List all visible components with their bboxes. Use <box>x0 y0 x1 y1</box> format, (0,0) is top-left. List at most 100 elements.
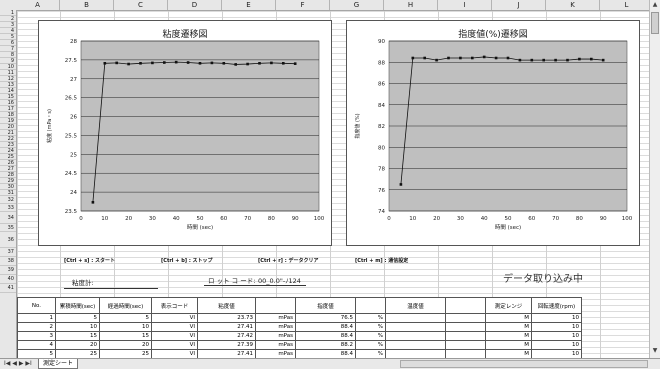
viscosity-chart[interactable]: 粘度遷移図 28 27.5 27 26.5 26 25.5 25 24.5 24 23.5 0 10 2… <box>38 20 332 246</box>
scroll-thumb[interactable] <box>651 12 659 34</box>
table-cell[interactable]: 10 <box>531 331 582 341</box>
row-header-17[interactable]: 17 <box>0 106 16 112</box>
row-header-29[interactable]: 29 <box>0 178 16 184</box>
table-cell[interactable]: mPas <box>255 340 296 350</box>
table-cell[interactable]: 10 <box>55 322 100 332</box>
table-cell[interactable]: VI <box>151 322 198 332</box>
table-cell[interactable]: 1 <box>17 313 56 323</box>
table-cell[interactable]: M <box>485 322 532 332</box>
table-cell[interactable] <box>445 322 486 332</box>
row-header-28[interactable]: 28 <box>0 172 16 178</box>
table-cell[interactable]: 10 <box>531 340 582 350</box>
sheet-nav-arrows[interactable]: I◀ ◀ ▶ ▶I <box>4 360 32 367</box>
row-header-5[interactable]: 5 <box>0 34 16 40</box>
table-cell[interactable]: 15 <box>55 331 100 341</box>
lot-code-value[interactable]: 00_0.0"-ﾉ124 <box>258 277 301 285</box>
row-header-27[interactable]: 27 <box>0 166 16 172</box>
row-header-30[interactable]: 30 <box>0 184 16 190</box>
table-cell[interactable]: VI <box>151 340 198 350</box>
row-header-14[interactable]: 14 <box>0 88 16 94</box>
table-cell[interactable] <box>385 340 446 350</box>
table-cell[interactable]: 4 <box>17 340 56 350</box>
row-header-1[interactable]: 1 <box>0 10 16 16</box>
row-header-25[interactable]: 25 <box>0 154 16 160</box>
row-header-36[interactable]: 36 <box>0 232 16 248</box>
column-header-B[interactable]: B <box>60 0 114 10</box>
column-header-I[interactable]: I <box>438 0 492 10</box>
table-cell[interactable]: 27.41 <box>197 322 256 332</box>
column-header-K[interactable]: K <box>546 0 600 10</box>
row-header-39[interactable]: 39 <box>0 266 16 275</box>
row-header-16[interactable]: 16 <box>0 100 16 106</box>
row-header-13[interactable]: 13 <box>0 82 16 88</box>
row-header-20[interactable]: 20 <box>0 124 16 130</box>
row-header-2[interactable]: 2 <box>0 16 16 22</box>
row-header-7[interactable]: 7 <box>0 46 16 52</box>
table-cell[interactable] <box>445 340 486 350</box>
row-header-10[interactable]: 10 <box>0 64 16 70</box>
table-cell[interactable]: mPas <box>255 331 296 341</box>
row-header-35[interactable]: 35 <box>0 224 16 232</box>
row-header-37[interactable]: 37 <box>0 248 16 257</box>
row-header-40[interactable]: 40 <box>0 275 16 284</box>
table-cell[interactable]: mPas <box>255 322 296 332</box>
row-header-22[interactable]: 22 <box>0 136 16 142</box>
table-cell[interactable]: 10 <box>531 313 582 323</box>
table-cell[interactable]: % <box>355 322 386 332</box>
table-cell[interactable]: 27.39 <box>197 340 256 350</box>
table-cell[interactable]: 27.42 <box>197 331 256 341</box>
row-header-6[interactable]: 6 <box>0 40 16 46</box>
row-header-41[interactable]: 41 <box>0 284 16 293</box>
table-cell[interactable]: M <box>485 331 532 341</box>
row-header-26[interactable]: 26 <box>0 160 16 166</box>
table-cell[interactable]: 88.2 <box>295 340 356 350</box>
row-header-18[interactable]: 18 <box>0 112 16 118</box>
row-header-19[interactable]: 19 <box>0 118 16 124</box>
column-header-D[interactable]: D <box>168 0 222 10</box>
row-header-3[interactable]: 3 <box>0 22 16 28</box>
row-header-23[interactable]: 23 <box>0 142 16 148</box>
table-cell[interactable] <box>445 331 486 341</box>
row-header-9[interactable]: 9 <box>0 58 16 64</box>
row-header-32[interactable]: 32 <box>0 196 16 204</box>
column-header-F[interactable]: F <box>276 0 330 10</box>
table-cell[interactable]: 88.4 <box>295 331 356 341</box>
table-cell[interactable] <box>385 313 446 323</box>
table-cell[interactable]: % <box>355 340 386 350</box>
table-cell[interactable]: 20 <box>55 340 100 350</box>
row-header-4[interactable]: 4 <box>0 28 16 34</box>
scroll-down-icon[interactable]: ▼ <box>652 347 658 354</box>
scroll-up-icon[interactable]: ▲ <box>652 1 658 8</box>
percent-chart[interactable]: 指度値(%)遷移図 90 88 86 84 82 80 78 76 74 0 10 20 30 40 50 6… <box>346 20 640 246</box>
row-header-12[interactable]: 12 <box>0 76 16 82</box>
table-cell[interactable]: 10 <box>99 322 152 332</box>
column-header-C[interactable]: C <box>114 0 168 10</box>
horizontal-scrollbar[interactable] <box>400 360 648 368</box>
column-header-E[interactable]: E <box>222 0 276 10</box>
row-header-24[interactable]: 24 <box>0 148 16 154</box>
row-header-33[interactable]: 33 <box>0 204 16 212</box>
column-header-J[interactable]: J <box>492 0 546 10</box>
vertical-scrollbar[interactable]: ▲ ▼ <box>649 0 660 358</box>
table-cell[interactable]: 5 <box>99 313 152 323</box>
table-cell[interactable] <box>385 322 446 332</box>
table-cell[interactable]: 3 <box>17 331 56 341</box>
table-cell[interactable]: % <box>355 331 386 341</box>
row-header-8[interactable]: 8 <box>0 52 16 58</box>
row-header-34[interactable]: 34 <box>0 212 16 224</box>
table-cell[interactable]: 15 <box>99 331 152 341</box>
table-cell[interactable]: 88.4 <box>295 322 356 332</box>
column-header-L[interactable]: L <box>600 0 654 10</box>
table-cell[interactable]: 2 <box>17 322 56 332</box>
table-cell[interactable]: M <box>485 340 532 350</box>
table-cell[interactable]: mPas <box>255 313 296 323</box>
table-cell[interactable]: VI <box>151 313 198 323</box>
column-header-G[interactable]: G <box>330 0 384 10</box>
table-cell[interactable]: M <box>485 313 532 323</box>
table-cell[interactable] <box>445 313 486 323</box>
table-cell[interactable]: 5 <box>55 313 100 323</box>
table-cell[interactable] <box>385 331 446 341</box>
table-cell[interactable]: % <box>355 313 386 323</box>
row-header-11[interactable]: 11 <box>0 70 16 76</box>
table-cell[interactable]: 10 <box>531 322 582 332</box>
